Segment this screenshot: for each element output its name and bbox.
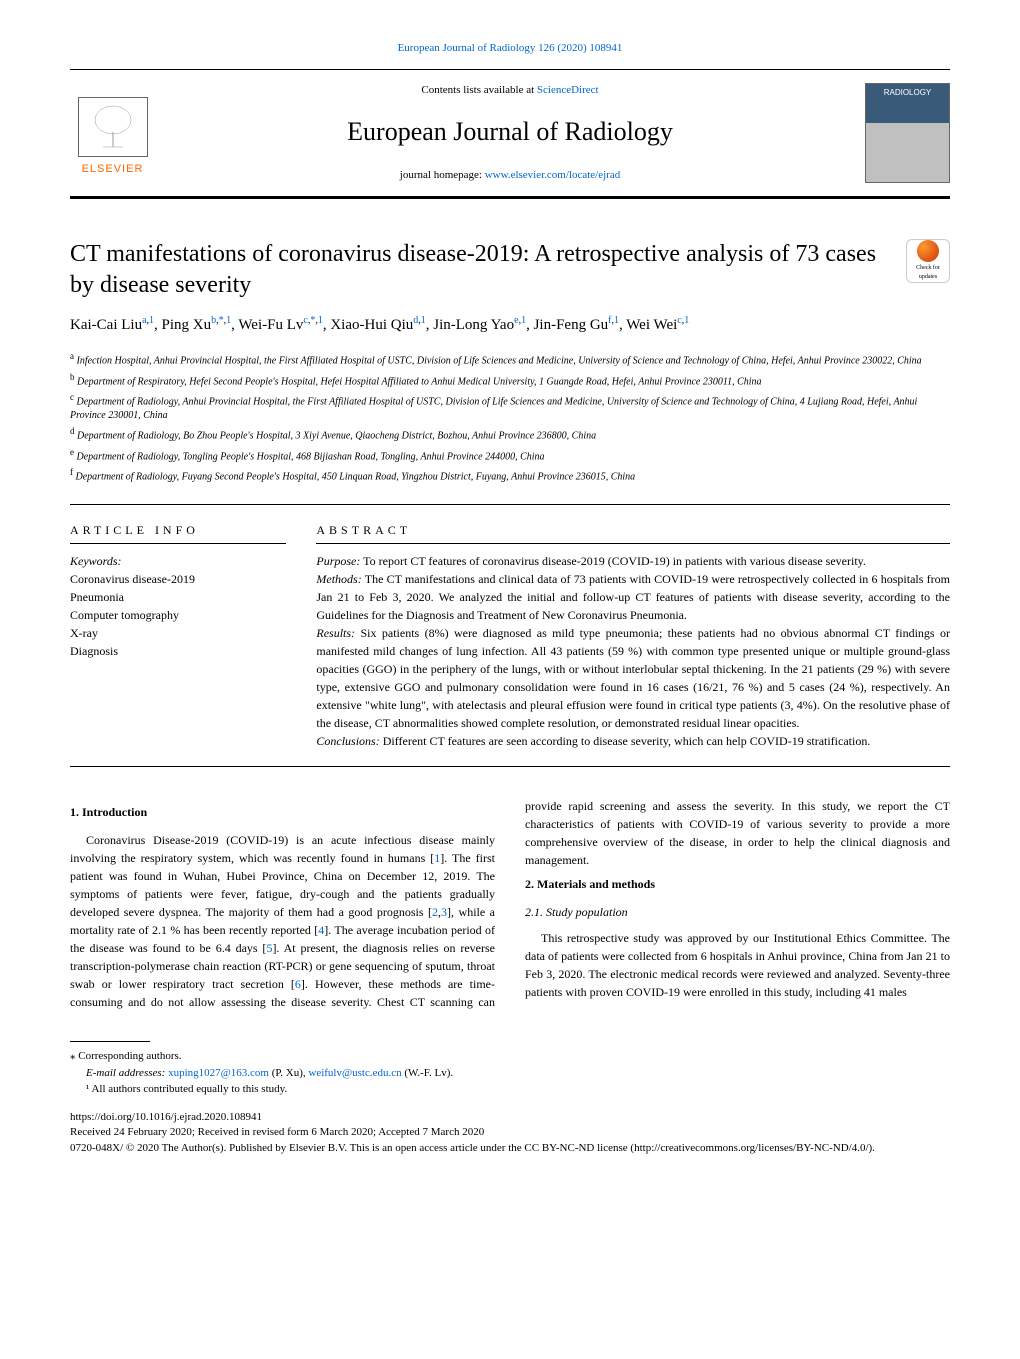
keyword-item: X-ray <box>70 624 286 642</box>
title-section: CT manifestations of coronavirus disease… <box>70 239 950 301</box>
journal-name: European Journal of Radiology <box>155 112 865 151</box>
corresponding-note: ⁎ Corresponding authors. <box>70 1048 950 1065</box>
keyword-item: Pneumonia <box>70 588 286 606</box>
affiliation-item: f Department of Radiology, Fuyang Second… <box>70 466 950 484</box>
check-updates-icon <box>917 240 939 262</box>
affiliations: a Infection Hospital, Anhui Provincial H… <box>70 350 950 484</box>
header-center: Contents lists available at ScienceDirec… <box>155 82 865 184</box>
journal-cover-label: RADIOLOGY <box>866 84 949 102</box>
abstract-text: Purpose: To report CT features of corona… <box>316 552 950 750</box>
email1-name: (P. Xu), <box>269 1067 308 1079</box>
affiliation-item: a Infection Hospital, Anhui Provincial H… <box>70 350 950 368</box>
email2-link[interactable]: weifulv@ustc.edu.cn <box>308 1067 401 1079</box>
journal-cover: RADIOLOGY <box>865 83 950 183</box>
footer-section: ⁎ Corresponding authors. E-mail addresse… <box>70 1041 950 1098</box>
abstract-heading: ABSTRACT <box>316 521 950 544</box>
keywords-label: Keywords: <box>70 552 286 570</box>
received-dates: Received 24 February 2020; Received in r… <box>70 1125 950 1140</box>
keyword-item: Coronavirus disease-2019 <box>70 570 286 588</box>
contents-prefix: Contents lists available at <box>421 84 536 96</box>
homepage-link[interactable]: www.elsevier.com/locate/ejrad <box>485 169 621 181</box>
check-updates-label: Check for updates <box>907 264 949 282</box>
doi-link[interactable]: https://doi.org/10.1016/j.ejrad.2020.108… <box>70 1111 262 1123</box>
affiliation-item: e Department of Radiology, Tongling Peop… <box>70 446 950 464</box>
abstract-section: ABSTRACT Purpose: To report CT features … <box>316 521 950 750</box>
footer-rule <box>70 1041 150 1042</box>
elsevier-tree-icon <box>78 97 148 157</box>
citation-link[interactable]: European Journal of Radiology 126 (2020)… <box>398 42 623 54</box>
article-title: CT manifestations of coronavirus disease… <box>70 239 906 301</box>
intro-heading: 1. Introduction <box>70 803 495 821</box>
authors-list: Kai-Cai Liua,1, Ping Xub,*,1, Wei-Fu Lvc… <box>70 313 950 337</box>
elsevier-text: ELSEVIER <box>82 161 144 178</box>
keywords-list: Coronavirus disease-2019PneumoniaCompute… <box>70 570 286 660</box>
email1-link[interactable]: xuping1027@163.com <box>168 1067 269 1079</box>
info-abstract-row: ARTICLE INFO Keywords: Coronavirus disea… <box>70 504 950 767</box>
elsevier-logo: ELSEVIER <box>70 88 155 178</box>
article-info-heading: ARTICLE INFO <box>70 521 286 544</box>
affiliation-item: c Department of Radiology, Anhui Provinc… <box>70 391 950 423</box>
check-updates-badge[interactable]: Check for updates <box>906 239 950 283</box>
homepage-line: journal homepage: www.elsevier.com/locat… <box>155 167 865 184</box>
keyword-item: Computer tomography <box>70 606 286 624</box>
keyword-item: Diagnosis <box>70 642 286 660</box>
methods-heading: 2. Materials and methods <box>525 875 950 893</box>
affiliation-item: b Department of Respiratory, Hefei Secon… <box>70 371 950 389</box>
article-info: ARTICLE INFO Keywords: Coronavirus disea… <box>70 521 316 750</box>
email2-name: (W.-F. Lv). <box>402 1067 454 1079</box>
study-pop-paragraph: This retrospective study was approved by… <box>525 929 950 1001</box>
header-box: ELSEVIER Contents lists available at Sci… <box>70 69 950 199</box>
affiliation-item: d Department of Radiology, Bo Zhou Peopl… <box>70 425 950 443</box>
copyright-line: 0720-048X/ © 2020 The Author(s). Publish… <box>70 1141 950 1156</box>
emails-label: E-mail addresses: <box>86 1067 168 1079</box>
doi-section: https://doi.org/10.1016/j.ejrad.2020.108… <box>70 1110 950 1156</box>
contents-line: Contents lists available at ScienceDirec… <box>155 82 865 99</box>
homepage-prefix: journal homepage: <box>400 169 485 181</box>
study-pop-heading: 2.1. Study population <box>525 903 950 921</box>
emails-line: E-mail addresses: xuping1027@163.com (P.… <box>70 1065 950 1082</box>
header-citation: European Journal of Radiology 126 (2020)… <box>70 40 950 57</box>
equal-contribution-note: ¹ All authors contributed equally to thi… <box>70 1081 950 1098</box>
sciencedirect-link[interactable]: ScienceDirect <box>537 84 599 96</box>
body-section: 1. Introduction Coronavirus Disease-2019… <box>70 797 950 1011</box>
